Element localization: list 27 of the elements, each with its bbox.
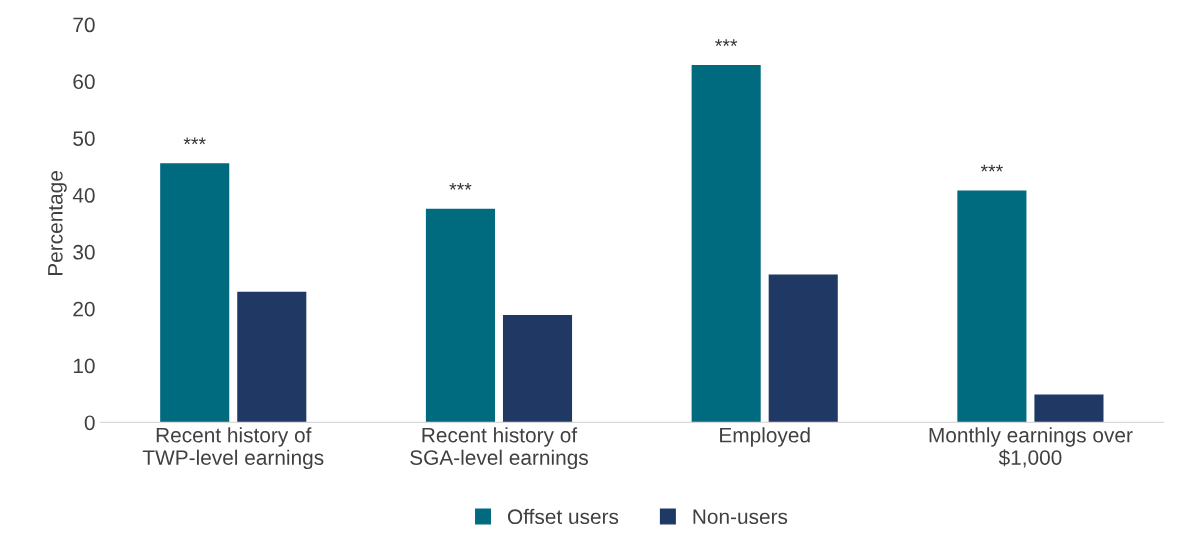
annotation: ***: [980, 164, 1003, 172]
x-tick-label: Employed: [720, 427, 810, 447]
x-tick-label: Monthly earnings over $1,000: [929, 427, 1133, 468]
bar: [768, 274, 838, 423]
y-tick-label: 0: [84, 415, 95, 431]
annotation: ***: [449, 182, 472, 190]
bar: [425, 208, 495, 423]
bar: [160, 163, 230, 423]
y-tick-label: 50: [73, 131, 95, 146]
legend-label: Offset users: [507, 508, 619, 525]
bar: [957, 190, 1027, 423]
y-tick-label: 10: [73, 358, 95, 374]
bar: [502, 314, 573, 423]
y-axis-title: Percentage: [48, 171, 67, 276]
x-tick-label: Recent history of SGA-level earnings: [410, 427, 588, 470]
y-tick-label: 20: [73, 301, 95, 317]
annotation: ***: [183, 137, 206, 145]
y-tick-label: 40: [72, 188, 95, 203]
y-tick-label: 70: [73, 17, 95, 33]
bar: [691, 64, 761, 423]
legend-label: Non-users: [693, 509, 788, 525]
x-tick-label: Recent history of TWP-level earnings: [142, 427, 324, 470]
y-tick-label: 30: [73, 244, 95, 260]
bar: [237, 291, 307, 423]
bar: [1034, 394, 1104, 423]
annotation: ***: [715, 39, 738, 46]
y-tick-label: 60: [73, 74, 95, 90]
